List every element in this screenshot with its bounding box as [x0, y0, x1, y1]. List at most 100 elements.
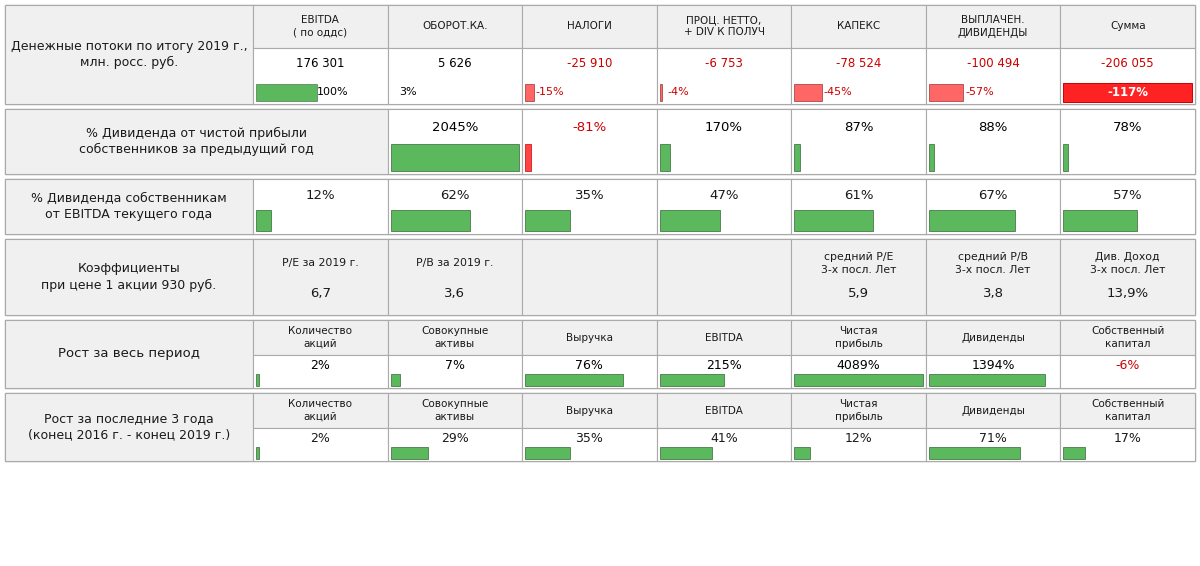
- Bar: [388, 48, 522, 104]
- Bar: [522, 179, 656, 234]
- Bar: [5, 179, 253, 234]
- Text: 176 301: 176 301: [296, 57, 344, 70]
- Bar: [253, 179, 388, 234]
- Text: -6%: -6%: [1116, 359, 1140, 372]
- Bar: [1063, 210, 1136, 231]
- Bar: [388, 239, 522, 315]
- Text: Рост за весь период: Рост за весь период: [58, 348, 200, 361]
- Text: Коэффициенты
при цене 1 акции 930 руб.: Коэффициенты при цене 1 акции 930 руб.: [41, 263, 217, 291]
- Text: 35%: 35%: [575, 189, 605, 202]
- Bar: [1061, 48, 1195, 104]
- Bar: [5, 393, 1195, 461]
- Bar: [522, 355, 656, 388]
- Text: Дивиденды: Дивиденды: [961, 333, 1025, 342]
- Text: P/B за 2019 г.: P/B за 2019 г.: [416, 258, 493, 268]
- Bar: [522, 109, 656, 174]
- Bar: [388, 5, 522, 48]
- Text: Сумма: Сумма: [1110, 22, 1146, 31]
- Text: 78%: 78%: [1112, 121, 1142, 134]
- Text: -15%: -15%: [536, 87, 564, 97]
- Text: 3%: 3%: [400, 87, 418, 97]
- Text: -25 910: -25 910: [566, 57, 612, 70]
- Bar: [791, 48, 926, 104]
- Bar: [253, 48, 388, 104]
- Text: 2045%: 2045%: [432, 121, 478, 134]
- Bar: [526, 210, 570, 231]
- Bar: [526, 84, 534, 101]
- Bar: [526, 447, 570, 459]
- Bar: [660, 447, 713, 459]
- Bar: [390, 374, 400, 386]
- Bar: [522, 428, 656, 461]
- Text: средний Р/В
3-х посл. Лет: средний Р/В 3-х посл. Лет: [955, 252, 1031, 275]
- Bar: [791, 428, 926, 461]
- Bar: [1061, 355, 1195, 388]
- Text: -4%: -4%: [667, 87, 689, 97]
- Text: Дивиденды: Дивиденды: [961, 406, 1025, 415]
- Text: средний Р/Е
3-х посл. Лет: средний Р/Е 3-х посл. Лет: [821, 252, 896, 275]
- Bar: [522, 48, 656, 104]
- Bar: [1061, 428, 1195, 461]
- Text: 47%: 47%: [709, 189, 739, 202]
- Bar: [929, 447, 1020, 459]
- Bar: [253, 355, 388, 388]
- Bar: [256, 84, 317, 101]
- Text: 17%: 17%: [1114, 432, 1141, 445]
- Bar: [926, 393, 1061, 428]
- Text: 76%: 76%: [576, 359, 604, 372]
- Bar: [5, 179, 1195, 234]
- Text: 29%: 29%: [440, 432, 469, 445]
- Text: ОБОРОТ.КА.: ОБОРОТ.КА.: [422, 22, 487, 31]
- Text: Собственный
капитал: Собственный капитал: [1091, 400, 1164, 422]
- Text: Собственный
капитал: Собственный капитал: [1091, 327, 1164, 349]
- Bar: [926, 5, 1061, 48]
- Bar: [5, 5, 1195, 104]
- Text: -78 524: -78 524: [836, 57, 881, 70]
- Bar: [256, 447, 258, 459]
- Bar: [253, 5, 388, 48]
- Bar: [388, 355, 522, 388]
- Bar: [660, 144, 671, 171]
- Text: 71%: 71%: [979, 432, 1007, 445]
- Bar: [522, 393, 656, 428]
- Bar: [388, 320, 522, 355]
- Text: 12%: 12%: [845, 432, 872, 445]
- Bar: [5, 320, 1195, 388]
- Bar: [1061, 109, 1195, 174]
- Bar: [656, 355, 791, 388]
- Bar: [390, 144, 520, 171]
- Bar: [791, 179, 926, 234]
- Bar: [1063, 144, 1068, 171]
- Bar: [1061, 179, 1195, 234]
- Bar: [926, 109, 1061, 174]
- Bar: [656, 239, 791, 315]
- Bar: [929, 84, 964, 101]
- Bar: [388, 109, 522, 174]
- Text: Денежные потоки по итогу 2019 г.,
млн. росс. руб.: Денежные потоки по итогу 2019 г., млн. р…: [11, 40, 247, 69]
- Bar: [929, 374, 1044, 386]
- Bar: [791, 320, 926, 355]
- Bar: [522, 320, 656, 355]
- Bar: [1061, 239, 1195, 315]
- Bar: [526, 374, 623, 386]
- Bar: [660, 210, 720, 231]
- Text: Количество
акций: Количество акций: [288, 400, 353, 422]
- Bar: [5, 320, 253, 388]
- Bar: [656, 109, 791, 174]
- Text: НАЛОГИ: НАЛОГИ: [566, 22, 612, 31]
- Text: Совокупные
активы: Совокупные активы: [421, 400, 488, 422]
- Bar: [656, 393, 791, 428]
- Text: 170%: 170%: [706, 121, 743, 134]
- Text: 100%: 100%: [317, 87, 348, 97]
- Text: EBITDA: EBITDA: [706, 333, 743, 342]
- Bar: [791, 5, 926, 48]
- Text: 3,8: 3,8: [983, 287, 1003, 300]
- Bar: [660, 374, 724, 386]
- Text: % Дивиденда собственникам
от EBITDA текущего года: % Дивиденда собственникам от EBITDA теку…: [31, 192, 227, 221]
- Text: -206 055: -206 055: [1102, 57, 1154, 70]
- Bar: [522, 239, 656, 315]
- Bar: [1061, 320, 1195, 355]
- Text: 67%: 67%: [978, 189, 1008, 202]
- Bar: [791, 239, 926, 315]
- Bar: [791, 355, 926, 388]
